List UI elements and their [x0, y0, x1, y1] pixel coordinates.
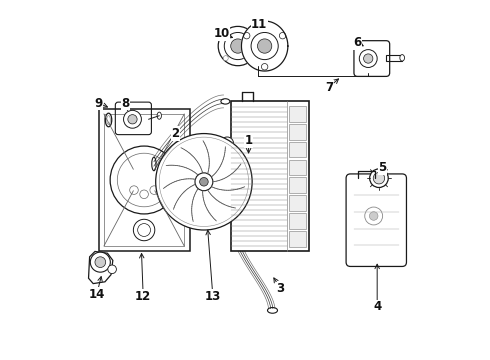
Bar	[231, 102, 309, 251]
Bar	[289, 213, 306, 229]
Circle shape	[159, 137, 248, 226]
Bar	[289, 142, 306, 157]
Circle shape	[150, 186, 158, 194]
Circle shape	[262, 64, 268, 70]
Text: 11: 11	[251, 18, 268, 31]
Ellipse shape	[105, 113, 112, 127]
Text: 8: 8	[121, 97, 129, 110]
Circle shape	[117, 153, 171, 207]
Text: 9: 9	[95, 97, 103, 110]
Text: 4: 4	[373, 300, 381, 313]
Circle shape	[365, 207, 383, 225]
Ellipse shape	[400, 55, 405, 61]
Text: 14: 14	[89, 288, 105, 301]
Bar	[289, 159, 306, 175]
Bar	[104, 114, 184, 246]
Polygon shape	[242, 21, 288, 71]
Ellipse shape	[221, 99, 230, 104]
Bar	[289, 195, 306, 211]
Circle shape	[223, 56, 228, 61]
Circle shape	[218, 26, 258, 66]
Text: 12: 12	[135, 289, 151, 303]
Circle shape	[138, 224, 150, 237]
Text: 2: 2	[172, 127, 179, 140]
Circle shape	[95, 257, 106, 267]
Text: 5: 5	[378, 161, 387, 174]
Bar	[289, 124, 306, 140]
Circle shape	[133, 219, 155, 241]
Circle shape	[258, 39, 272, 53]
Text: 10: 10	[214, 27, 230, 40]
Circle shape	[244, 32, 250, 39]
Ellipse shape	[107, 116, 110, 125]
Circle shape	[199, 177, 208, 186]
Circle shape	[369, 169, 388, 188]
Text: 1: 1	[245, 134, 253, 147]
Bar	[98, 109, 190, 251]
Circle shape	[224, 32, 251, 60]
Circle shape	[128, 114, 137, 124]
Circle shape	[220, 207, 234, 220]
Bar	[289, 106, 306, 122]
Text: 6: 6	[353, 36, 362, 49]
Circle shape	[373, 172, 385, 184]
Circle shape	[359, 50, 377, 67]
Circle shape	[90, 252, 110, 272]
Text: 13: 13	[205, 289, 221, 303]
Circle shape	[369, 212, 378, 220]
Bar	[289, 231, 306, 247]
Ellipse shape	[157, 112, 161, 119]
Circle shape	[247, 31, 252, 36]
Text: 3: 3	[277, 283, 285, 296]
Bar	[289, 177, 306, 193]
Bar	[386, 55, 402, 61]
Ellipse shape	[152, 157, 156, 171]
Circle shape	[123, 111, 142, 128]
Circle shape	[130, 186, 138, 194]
Circle shape	[108, 265, 117, 274]
Circle shape	[223, 31, 228, 36]
Circle shape	[110, 146, 178, 214]
Circle shape	[156, 134, 252, 230]
Circle shape	[364, 54, 373, 63]
Circle shape	[279, 32, 286, 39]
Circle shape	[140, 190, 148, 199]
Circle shape	[220, 137, 234, 150]
Circle shape	[231, 39, 245, 53]
Circle shape	[251, 32, 278, 60]
Text: 7: 7	[325, 81, 333, 94]
Ellipse shape	[268, 307, 277, 313]
Circle shape	[195, 173, 213, 191]
Circle shape	[247, 56, 252, 61]
